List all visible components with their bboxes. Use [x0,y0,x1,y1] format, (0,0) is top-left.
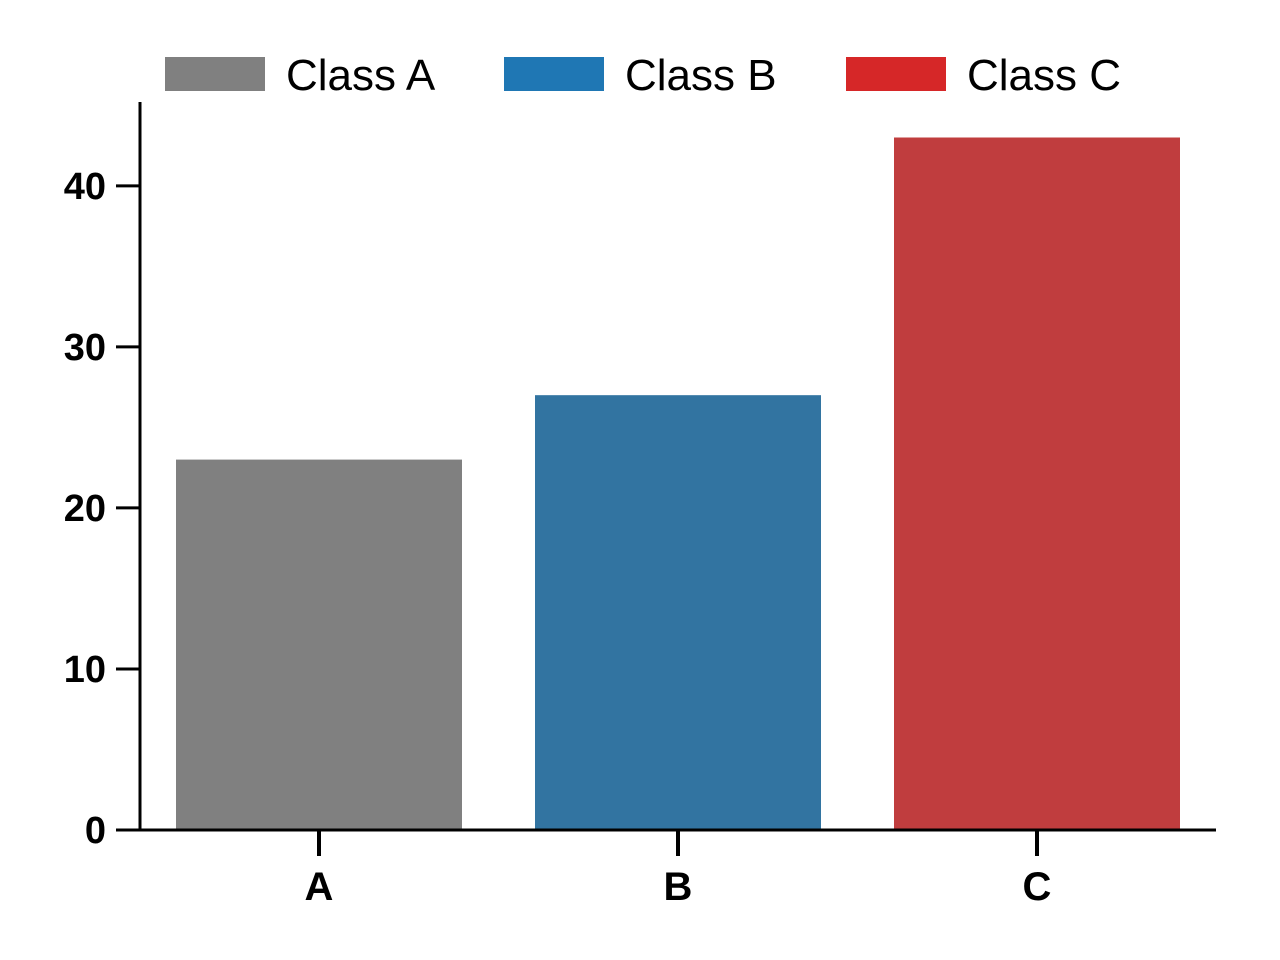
bars [176,137,1180,830]
legend-label-2: Class B [625,51,777,100]
bar-a [176,459,462,830]
legend-swatch-2 [504,57,604,91]
bar-b [535,395,821,830]
y-tick-label-20: 20 [64,488,106,530]
y-tick-label-40: 40 [64,166,106,208]
bar-c [894,137,1180,830]
legend: Class A Class B Class C [165,51,1121,100]
legend-label-1: Class A [286,51,436,100]
x-tick-label-a: A [305,865,334,909]
axes: 0 10 20 30 40 A B C [64,102,1216,909]
y-tick-label-30: 30 [64,327,106,369]
y-tick-label-0: 0 [85,810,106,852]
x-tick-label-c: C [1023,865,1052,909]
legend-swatch-3 [846,57,946,91]
legend-swatch-1 [165,57,265,91]
x-tick-label-b: B [664,865,693,909]
legend-label-3: Class C [967,51,1121,100]
y-tick-label-10: 10 [64,649,106,691]
